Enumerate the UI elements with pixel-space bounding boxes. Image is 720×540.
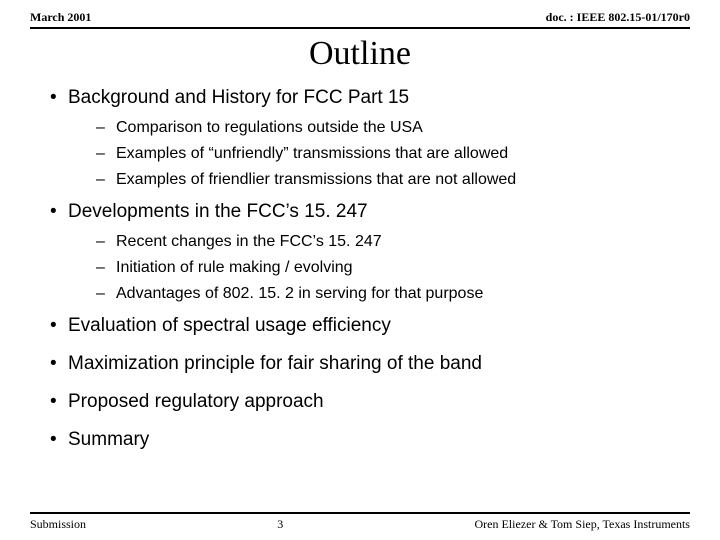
bullet-text: Maximization principle for fair sharing … [68, 353, 482, 375]
bullet-text: Examples of “unfriendly” transmissions t… [116, 145, 508, 163]
bullet-sub: – Comparison to regulations outside the … [96, 119, 680, 137]
bullet-text: Advantages of 802. 15. 2 in serving for … [116, 285, 483, 303]
bullet-group: • Developments in the FCC’s 15. 247 – Re… [50, 201, 680, 303]
bullet-sub: – Examples of “unfriendly” transmissions… [96, 145, 680, 163]
bullet-text: Examples of friendlier transmissions tha… [116, 171, 516, 189]
bullet-dash-icon: – [96, 233, 116, 251]
bullet-text: Comparison to regulations outside the US… [116, 119, 423, 137]
bullet-sub: – Recent changes in the FCC’s 15. 247 [96, 233, 680, 251]
bullet-dot-icon: • [50, 201, 68, 223]
bullet-main: • Summary [50, 429, 680, 451]
footer-left: Submission [30, 517, 86, 532]
bullet-text: Background and History for FCC Part 15 [68, 87, 409, 109]
bullet-dot-icon: • [50, 87, 68, 109]
bullet-text: Developments in the FCC’s 15. 247 [68, 201, 368, 223]
bullet-text: Proposed regulatory approach [68, 391, 324, 413]
bullet-dash-icon: – [96, 145, 116, 163]
bullet-dash-icon: – [96, 119, 116, 137]
bullet-main: • Proposed regulatory approach [50, 391, 680, 413]
header-doc-number: doc. : IEEE 802.15-01/170r0 [546, 10, 690, 25]
bullet-dot-icon: • [50, 353, 68, 375]
footer-authors: Oren Eliezer & Tom Siep, Texas Instrumen… [474, 517, 690, 532]
bullet-main: • Evaluation of spectral usage efficienc… [50, 315, 680, 337]
bullet-dash-icon: – [96, 285, 116, 303]
bullet-main: • Developments in the FCC’s 15. 247 [50, 201, 680, 223]
bullet-dot-icon: • [50, 315, 68, 337]
bullet-group: • Background and History for FCC Part 15… [50, 87, 680, 189]
bullet-dot-icon: • [50, 391, 68, 413]
header-divider [30, 27, 690, 29]
bullet-dash-icon: – [96, 259, 116, 277]
footer-divider-wrap [0, 512, 720, 514]
footer-page-number: 3 [277, 517, 283, 532]
footer-divider [30, 512, 690, 514]
bullet-main: • Maximization principle for fair sharin… [50, 353, 680, 375]
bullet-sub: – Advantages of 802. 15. 2 in serving fo… [96, 285, 680, 303]
slide-footer: Submission 3 Oren Eliezer & Tom Siep, Te… [0, 515, 720, 540]
bullet-text: Summary [68, 429, 149, 451]
bullet-sub: – Examples of friendlier transmissions t… [96, 171, 680, 189]
bullet-dash-icon: – [96, 171, 116, 189]
bullet-sub: – Initiation of rule making / evolving [96, 259, 680, 277]
slide-title: Outline [0, 35, 720, 73]
bullet-main: • Background and History for FCC Part 15 [50, 87, 680, 109]
bullet-dot-icon: • [50, 429, 68, 451]
slide-content: • Background and History for FCC Part 15… [0, 87, 720, 451]
bullet-text: Recent changes in the FCC’s 15. 247 [116, 233, 382, 251]
bullet-text: Initiation of rule making / evolving [116, 259, 353, 277]
bullet-text: Evaluation of spectral usage efficiency [68, 315, 391, 337]
header-date: March 2001 [30, 10, 91, 25]
slide-header: March 2001 doc. : IEEE 802.15-01/170r0 [0, 0, 720, 27]
